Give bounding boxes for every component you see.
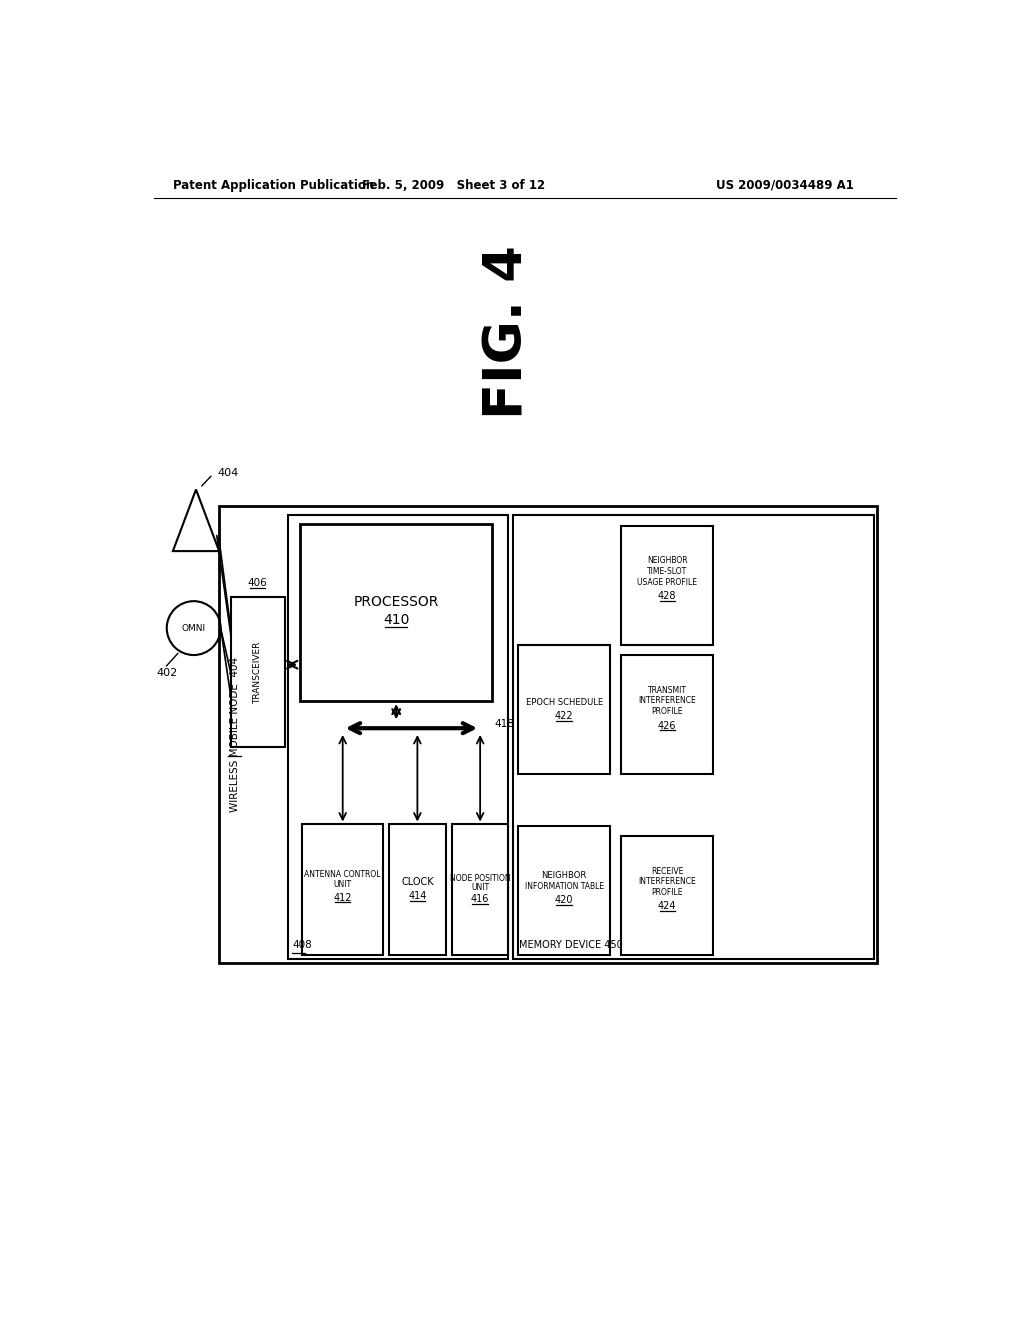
Text: 416: 416 <box>471 894 489 904</box>
Bar <box>453 825 508 956</box>
Text: ANTENNA CONTROL: ANTENNA CONTROL <box>304 870 381 879</box>
Text: 414: 414 <box>409 891 427 902</box>
Text: USAGE PROFILE: USAGE PROFILE <box>637 578 697 587</box>
Text: TRANSCEIVER: TRANSCEIVER <box>253 642 262 704</box>
Text: 428: 428 <box>658 591 677 601</box>
Text: 404: 404 <box>217 467 239 478</box>
Text: 410: 410 <box>383 614 410 627</box>
Text: FIG. 4: FIG. 4 <box>482 244 534 418</box>
Text: 412: 412 <box>334 892 352 903</box>
Text: PROFILE: PROFILE <box>651 888 683 898</box>
Bar <box>518 645 610 775</box>
Bar <box>289 515 508 960</box>
Text: RECEIVE: RECEIVE <box>651 866 683 875</box>
Text: TRANSMIT: TRANSMIT <box>648 685 687 694</box>
Bar <box>621 655 714 775</box>
Text: NODE POSITION: NODE POSITION <box>450 874 510 883</box>
Text: PROCESSOR: PROCESSOR <box>353 595 439 609</box>
Bar <box>302 825 383 956</box>
Text: 422: 422 <box>555 711 573 721</box>
Text: WIRELESS MOBILE NODE  404: WIRELESS MOBILE NODE 404 <box>229 657 240 812</box>
Text: 424: 424 <box>658 902 677 911</box>
Text: UNIT: UNIT <box>334 880 352 888</box>
Bar <box>300 524 493 701</box>
Text: Feb. 5, 2009   Sheet 3 of 12: Feb. 5, 2009 Sheet 3 of 12 <box>362 178 546 191</box>
Text: 406: 406 <box>248 578 267 589</box>
Text: EPOCH SCHEDULE: EPOCH SCHEDULE <box>525 697 603 706</box>
Bar <box>621 525 714 645</box>
Text: US 2009/0034489 A1: US 2009/0034489 A1 <box>717 178 854 191</box>
Bar <box>518 826 610 956</box>
Bar <box>621 836 714 956</box>
Text: MEMORY DEVICE 450: MEMORY DEVICE 450 <box>519 940 624 950</box>
Text: TIME-SLOT: TIME-SLOT <box>647 568 687 576</box>
Text: PROFILE: PROFILE <box>651 708 683 717</box>
Text: CLOCK: CLOCK <box>401 878 434 887</box>
Text: 426: 426 <box>658 721 677 730</box>
Text: NEIGHBOR: NEIGHBOR <box>647 556 687 565</box>
Bar <box>219 507 878 964</box>
Text: NEIGHBOR: NEIGHBOR <box>542 871 587 879</box>
Text: 418: 418 <box>494 719 514 730</box>
Text: UNIT: UNIT <box>471 883 489 892</box>
Bar <box>230 597 285 747</box>
Text: INFORMATION TABLE: INFORMATION TABLE <box>524 882 603 891</box>
Bar <box>388 825 446 956</box>
Text: OMNI: OMNI <box>181 623 206 632</box>
Text: 402: 402 <box>157 668 178 677</box>
Text: INTERFERENCE: INTERFERENCE <box>638 878 696 886</box>
Text: Patent Application Publication: Patent Application Publication <box>173 178 374 191</box>
Text: INTERFERENCE: INTERFERENCE <box>638 697 696 705</box>
Text: 408: 408 <box>292 940 312 950</box>
Bar <box>513 515 873 960</box>
Text: 420: 420 <box>555 895 573 906</box>
